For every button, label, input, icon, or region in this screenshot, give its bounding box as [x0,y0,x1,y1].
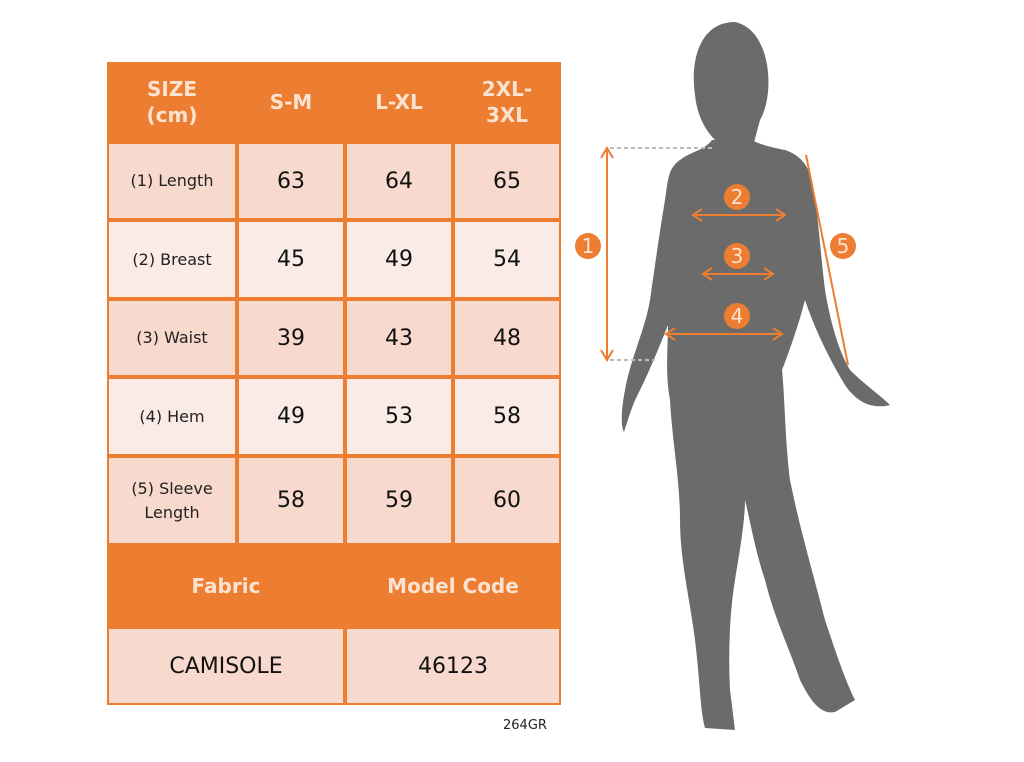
row-label: (3) Waist [109,301,235,375]
size-value-cell-text: 63 [277,168,305,194]
size-value-cell: 49 [239,379,343,454]
header-cell-text: S-M [269,90,313,114]
size-value-cell: 65 [455,144,559,218]
row-label: (4) Hem [109,379,235,454]
size-value-cell-text: 60 [493,488,521,513]
size-value-cell-text: 49 [277,404,305,429]
marker-label: 2 [731,185,744,209]
marker-label: 3 [731,244,744,268]
size-value-cell-text: 59 [385,488,413,513]
header-cell-text: 2XL- 3XL [481,77,533,127]
fabric-header: Fabric [109,547,343,625]
header-cell: S-M [239,64,343,140]
size-value-cell: 59 [347,458,451,543]
size-value-cell-text: 45 [277,247,305,272]
header-cell: SIZE (cm) [109,64,235,140]
marker-circle-2 [724,184,750,210]
sleeve-arrow [805,154,849,366]
size-value-cell: 63 [239,144,343,218]
model-code-header-text: Model Code [387,574,519,598]
marker-circle-5 [830,233,856,259]
model-code-header: Model Code [347,547,559,625]
marker-circle-3 [724,243,750,269]
body-silhouette: 1 2 3 4 5 [575,22,890,730]
size-value-cell: 64 [347,144,451,218]
size-value-cell-text: 48 [493,325,521,351]
row-label: (2) Breast [109,222,235,297]
size-chart-table: SIZE (cm) S-M L-XL 2XL- 3XL (1) Length 63 64 65… [107,62,561,705]
measurement-arrows [600,146,849,366]
size-value-cell-text: 49 [385,247,413,272]
fabric-value: CAMISOLE [109,629,343,703]
row-label-text: (2) Breast [132,249,212,269]
row-label: (1) Length [109,144,235,218]
row-label-text: (5) Sleeve Length [131,478,213,522]
size-value-cell: 60 [455,458,559,543]
size-value-cell: 58 [455,379,559,454]
size-value-cell: 58 [239,458,343,543]
header-cell: L-XL [347,64,451,140]
size-value-cell: 43 [347,301,451,375]
row-label-text: (3) Waist [136,328,208,347]
silhouette-icon [621,22,890,730]
model-code-value: 46123 [347,629,559,703]
row-label: (5) Sleeve Length [109,458,235,543]
fabric-value-text: CAMISOLE [169,653,283,679]
marker-label: 4 [731,304,744,328]
model-code-value-text: 46123 [418,653,488,679]
fabric-header-text: Fabric [191,574,261,598]
header-cell-text: L-XL [375,90,423,114]
marker-circle-1 [575,233,601,259]
size-value-cell-text: 58 [277,488,305,513]
size-value-cell-text: 53 [385,404,413,429]
marker-label: 1 [582,234,595,258]
size-value-cell-text: 43 [385,325,413,351]
size-value-cell: 53 [347,379,451,454]
marker-circle-4 [724,303,750,329]
row-label-text: (4) Hem [139,406,205,426]
size-value-cell: 49 [347,222,451,297]
size-value-cell-text: 58 [493,404,521,429]
size-value-cell-text: 65 [493,168,521,194]
size-value-cell: 54 [455,222,559,297]
size-value-cell: 48 [455,301,559,375]
size-value-cell-text: 54 [493,247,521,272]
row-label-text: (1) Length [130,171,214,190]
header-cell: 2XL- 3XL [455,64,559,140]
marker-label: 5 [837,234,850,258]
size-value-cell: 39 [239,301,343,375]
size-value-cell-text: 39 [277,325,305,351]
size-value-cell-text: 64 [385,168,413,194]
product-code: 264GR [503,718,547,733]
header-cell-text: SIZE (cm) [146,77,198,127]
size-value-cell: 45 [239,222,343,297]
